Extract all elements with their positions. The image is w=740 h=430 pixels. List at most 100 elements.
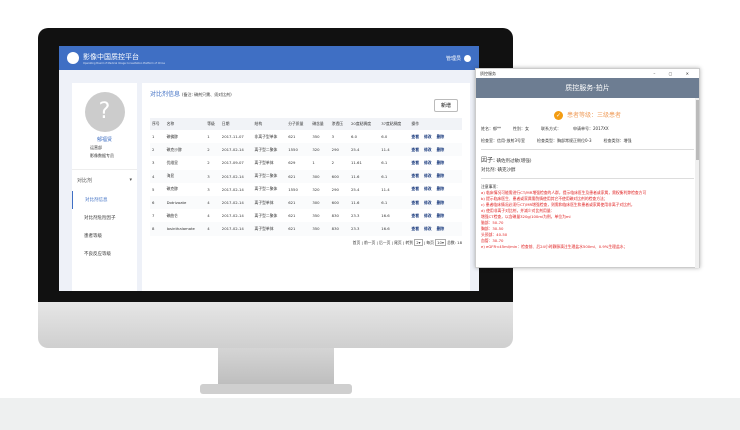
table-cell: Iosinthalamate (164, 222, 206, 236)
user-role: 影像数据专员 (90, 153, 114, 158)
table-cell: 4 (205, 195, 220, 210)
view-link[interactable]: 查看 (411, 186, 419, 192)
edit-link[interactable]: 修改 (424, 173, 432, 179)
note-line: 胸部：30-50 (481, 226, 504, 231)
next-page-link[interactable]: 后一页 (379, 239, 391, 245)
sidebar-item-risk-factors[interactable]: 对比剂危险因子 (84, 216, 116, 221)
table-cell: 3 (331, 134, 335, 140)
table-cell: 2017-02-14 (219, 169, 253, 183)
user-menu[interactable]: 管理员 (446, 54, 471, 62)
settings-icon[interactable] (464, 54, 471, 62)
row-actions: 查看 修改 删除 (409, 156, 462, 169)
delete-link[interactable]: 删除 (436, 199, 445, 205)
table-row: 5 碘克醇 3 2017-02-14 离子型二聚体 1550 320 290 25.4 11.4 查… (150, 183, 462, 196)
table-cell: 2017-02-14 (221, 213, 244, 219)
view-link[interactable]: 查看 (411, 159, 419, 165)
edit-link[interactable]: 修改 (424, 159, 432, 165)
exam-category: 检查类别：增强 (603, 138, 632, 143)
column-header: 37度粘稠度 (379, 118, 410, 130)
delete-link[interactable]: 删除 (436, 212, 445, 218)
contrast-table: 序号 名称 等级 日期 结构 分子质量 碘含量 渗透压 20度粘稠度 37度粘稠度 操作 1 碘佛醇 1… (150, 118, 462, 236)
table-cell: 320 (312, 186, 320, 192)
popup-header: 质控服务-拍片 (476, 78, 699, 98)
edit-link[interactable]: 修改 (424, 199, 432, 205)
first-page-link[interactable]: 首页 (352, 239, 361, 245)
table-cell: 1 (312, 160, 315, 166)
table-cell: 优维显 (166, 159, 178, 165)
page-select[interactable]: 2▾ (414, 238, 423, 246)
request-number: 申请单号：2017XX (573, 126, 609, 131)
column-header: 渗透压 (329, 118, 349, 130)
table-cell: 7 (152, 213, 155, 219)
view-link[interactable]: 查看 (411, 133, 419, 139)
table-cell: 23.3 (349, 222, 380, 236)
table-cell: 非离子型单体 (254, 133, 278, 139)
table-cell: 6 (150, 195, 165, 210)
window-controls[interactable]: – ▢ ✕ (653, 71, 695, 76)
delete-link[interactable]: 删除 (436, 186, 445, 192)
table-cell: 11.4 (381, 186, 390, 192)
view-link[interactable]: 查看 (411, 173, 419, 179)
table-cell: 4 (205, 222, 220, 236)
scrollbar-thumb[interactable] (695, 100, 699, 160)
sidebar-item-contrast-info[interactable]: 对比剂信息 (72, 191, 137, 209)
delete-link[interactable]: 删除 (436, 225, 445, 231)
table-row: 2 碘克沙醇 2 2017-02-14 离子型二聚体 1550 320 290 25.4 11.4… (150, 143, 462, 157)
table-cell: 3 (205, 169, 220, 183)
menu-group-contrast[interactable]: 对比剂 ▾ (72, 169, 137, 191)
edit-link[interactable]: 修改 (424, 133, 432, 139)
view-link[interactable]: 查看 (411, 199, 419, 205)
delete-link[interactable]: 删除 (436, 173, 445, 179)
page-title: 对比剂信息 (备注: 碘剂只需、须对比剂) (150, 89, 462, 98)
sidebar-item-patient-level[interactable]: 患者等级 (84, 234, 102, 239)
edit-link[interactable]: 修改 (424, 225, 432, 231)
note-line: b) 提示临床医生、患者或家属需酌情使用其它不使用碘对比剂的检查方法； (481, 196, 608, 201)
table-cell: 6.1 (379, 169, 410, 183)
table-row: 3 优维显 2 2017-09-07 离子型单体 629 1 2 11.61 6.1 查看 修改 删除 (150, 156, 462, 169)
scrollbar[interactable] (695, 98, 699, 268)
view-link[interactable]: 查看 (411, 225, 419, 231)
column-header: 分子质量 (286, 118, 311, 130)
table-cell: 621 (288, 134, 296, 140)
view-link[interactable]: 查看 (411, 212, 419, 218)
sidebar-item-adverse-level[interactable]: 不良反应等级 (84, 252, 111, 257)
check-circle-icon: ✓ (553, 111, 563, 120)
table-cell: 350 (312, 213, 320, 219)
table-cell: 1550 (288, 186, 298, 192)
note-line: 头颈部：40-50 (481, 232, 508, 237)
view-link[interactable]: 查看 (411, 146, 419, 152)
table-cell: 离子型二聚体 (252, 169, 287, 183)
table-cell: 2 (207, 160, 210, 166)
delete-link[interactable]: 删除 (436, 146, 445, 152)
factor-label: 因子: (481, 157, 496, 164)
table-cell: 11.6 (349, 169, 380, 183)
edit-link[interactable]: 修改 (424, 146, 432, 152)
delete-link[interactable]: 删除 (436, 133, 445, 139)
page-value: 2 (416, 239, 419, 245)
main-panel: 对比剂信息 (备注: 碘剂只需、须对比剂) 新增 序号 名称 等级 日期 结构 分子质量碘… (142, 83, 470, 291)
edit-link[interactable]: 修改 (424, 186, 432, 192)
per-page-value: 10 (437, 239, 442, 245)
table-cell: 2017-02-14 (221, 186, 244, 192)
note-line: 血管：30-70 (481, 238, 504, 243)
edit-link[interactable]: 修改 (424, 212, 432, 218)
add-button[interactable]: 新增 (433, 99, 458, 112)
patient-name: 姓名：郁** (481, 126, 501, 131)
delete-link[interactable]: 删除 (436, 159, 445, 165)
per-page-select[interactable]: 10▾ (435, 238, 446, 246)
row-actions: 查看 修改 删除 (409, 143, 462, 157)
table-cell: 11.61 (351, 160, 362, 166)
table-cell: 830 (329, 222, 349, 236)
factor-value: 碘佐剂过敏(增强) (496, 159, 532, 164)
table-cell: 300 (310, 195, 330, 210)
table-cell: 3 (207, 186, 210, 192)
table-cell: 4 (150, 169, 165, 183)
table-cell: 320 (310, 143, 330, 157)
last-page-link[interactable]: 尾页 (394, 239, 402, 245)
table-cell: 碘佛醇 (166, 133, 178, 139)
table-cell: 离子型单体 (252, 195, 287, 210)
goto-label: 转到 (405, 239, 414, 245)
total-label: 总数: (447, 239, 456, 245)
table-cell: 6.0 (381, 134, 388, 140)
prev-page-link[interactable]: 前一页 (363, 239, 376, 245)
